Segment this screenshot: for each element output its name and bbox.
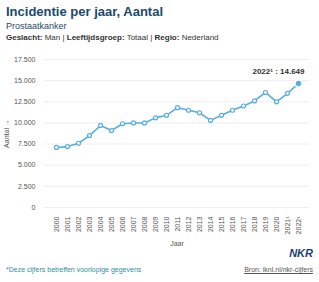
html-text:Prostaatkanker: Prostaatkanker [6, 21, 67, 31]
html-text:Bron: iknl.nl/nkr-cijfers: Bron: iknl.nl/nkr-cijfers [244, 266, 313, 273]
svg-text:2009: 2009 [152, 216, 159, 232]
svg-text:2022¹ : 14.649: 2022¹ : 14.649 [252, 67, 305, 76]
svg-text:2012: 2012 [185, 216, 192, 232]
html-text:NKR: NKR [289, 247, 313, 259]
svg-text:0: 0 [32, 204, 36, 211]
svg-text:2006: 2006 [119, 216, 126, 232]
svg-text:12.500: 12.500 [14, 98, 36, 105]
svg-text:2017: 2017 [240, 216, 247, 232]
svg-text:2022¹: 2022¹ [295, 216, 302, 235]
svg-text:2014: 2014 [207, 216, 214, 232]
svg-text:7.500: 7.500 [18, 140, 36, 147]
svg-text:10.000: 10.000 [14, 119, 36, 126]
svg-text:2004: 2004 [97, 216, 104, 232]
svg-text:2007: 2007 [130, 216, 137, 232]
svg-text:2003: 2003 [86, 216, 93, 232]
svg-text:2018: 2018 [251, 216, 258, 232]
svg-text:2015: 2015 [218, 216, 225, 232]
svg-text:2011: 2011 [174, 216, 181, 231]
svg-text:Jaar: Jaar [170, 240, 184, 247]
html-text:*Deze cijfers betreffen voorlo: *Deze cijfers betreffen voorlopige gegev… [6, 266, 142, 273]
html-text:Incidentie per jaar, Aantal: Incidentie per jaar, Aantal [6, 4, 163, 19]
html-text:Geslacht: Man | Leeftijdsgroep: Geslacht: Man | Leeftijdsgroep: Totaal |… [6, 33, 219, 42]
svg-text:2021¹: 2021¹ [284, 216, 291, 235]
svg-text:2020: 2020 [273, 216, 280, 232]
svg-text:2001: 2001 [64, 216, 71, 232]
svg-text:2008: 2008 [141, 216, 148, 232]
svg-text:Aantal →: Aantal → [3, 119, 10, 148]
svg-text:5.000: 5.000 [18, 161, 36, 168]
svg-text:15.000: 15.000 [14, 77, 36, 84]
svg-text:2010: 2010 [163, 216, 170, 232]
svg-text:2019: 2019 [262, 216, 269, 232]
svg-text:17.500: 17.500 [14, 56, 36, 63]
svg-text:2002: 2002 [75, 216, 82, 232]
svg-text:2013: 2013 [196, 216, 203, 232]
svg-text:2016: 2016 [229, 216, 236, 232]
svg-text:2005: 2005 [108, 216, 115, 232]
svg-text:2.500: 2.500 [18, 183, 36, 190]
svg-text:2000: 2000 [53, 216, 60, 232]
